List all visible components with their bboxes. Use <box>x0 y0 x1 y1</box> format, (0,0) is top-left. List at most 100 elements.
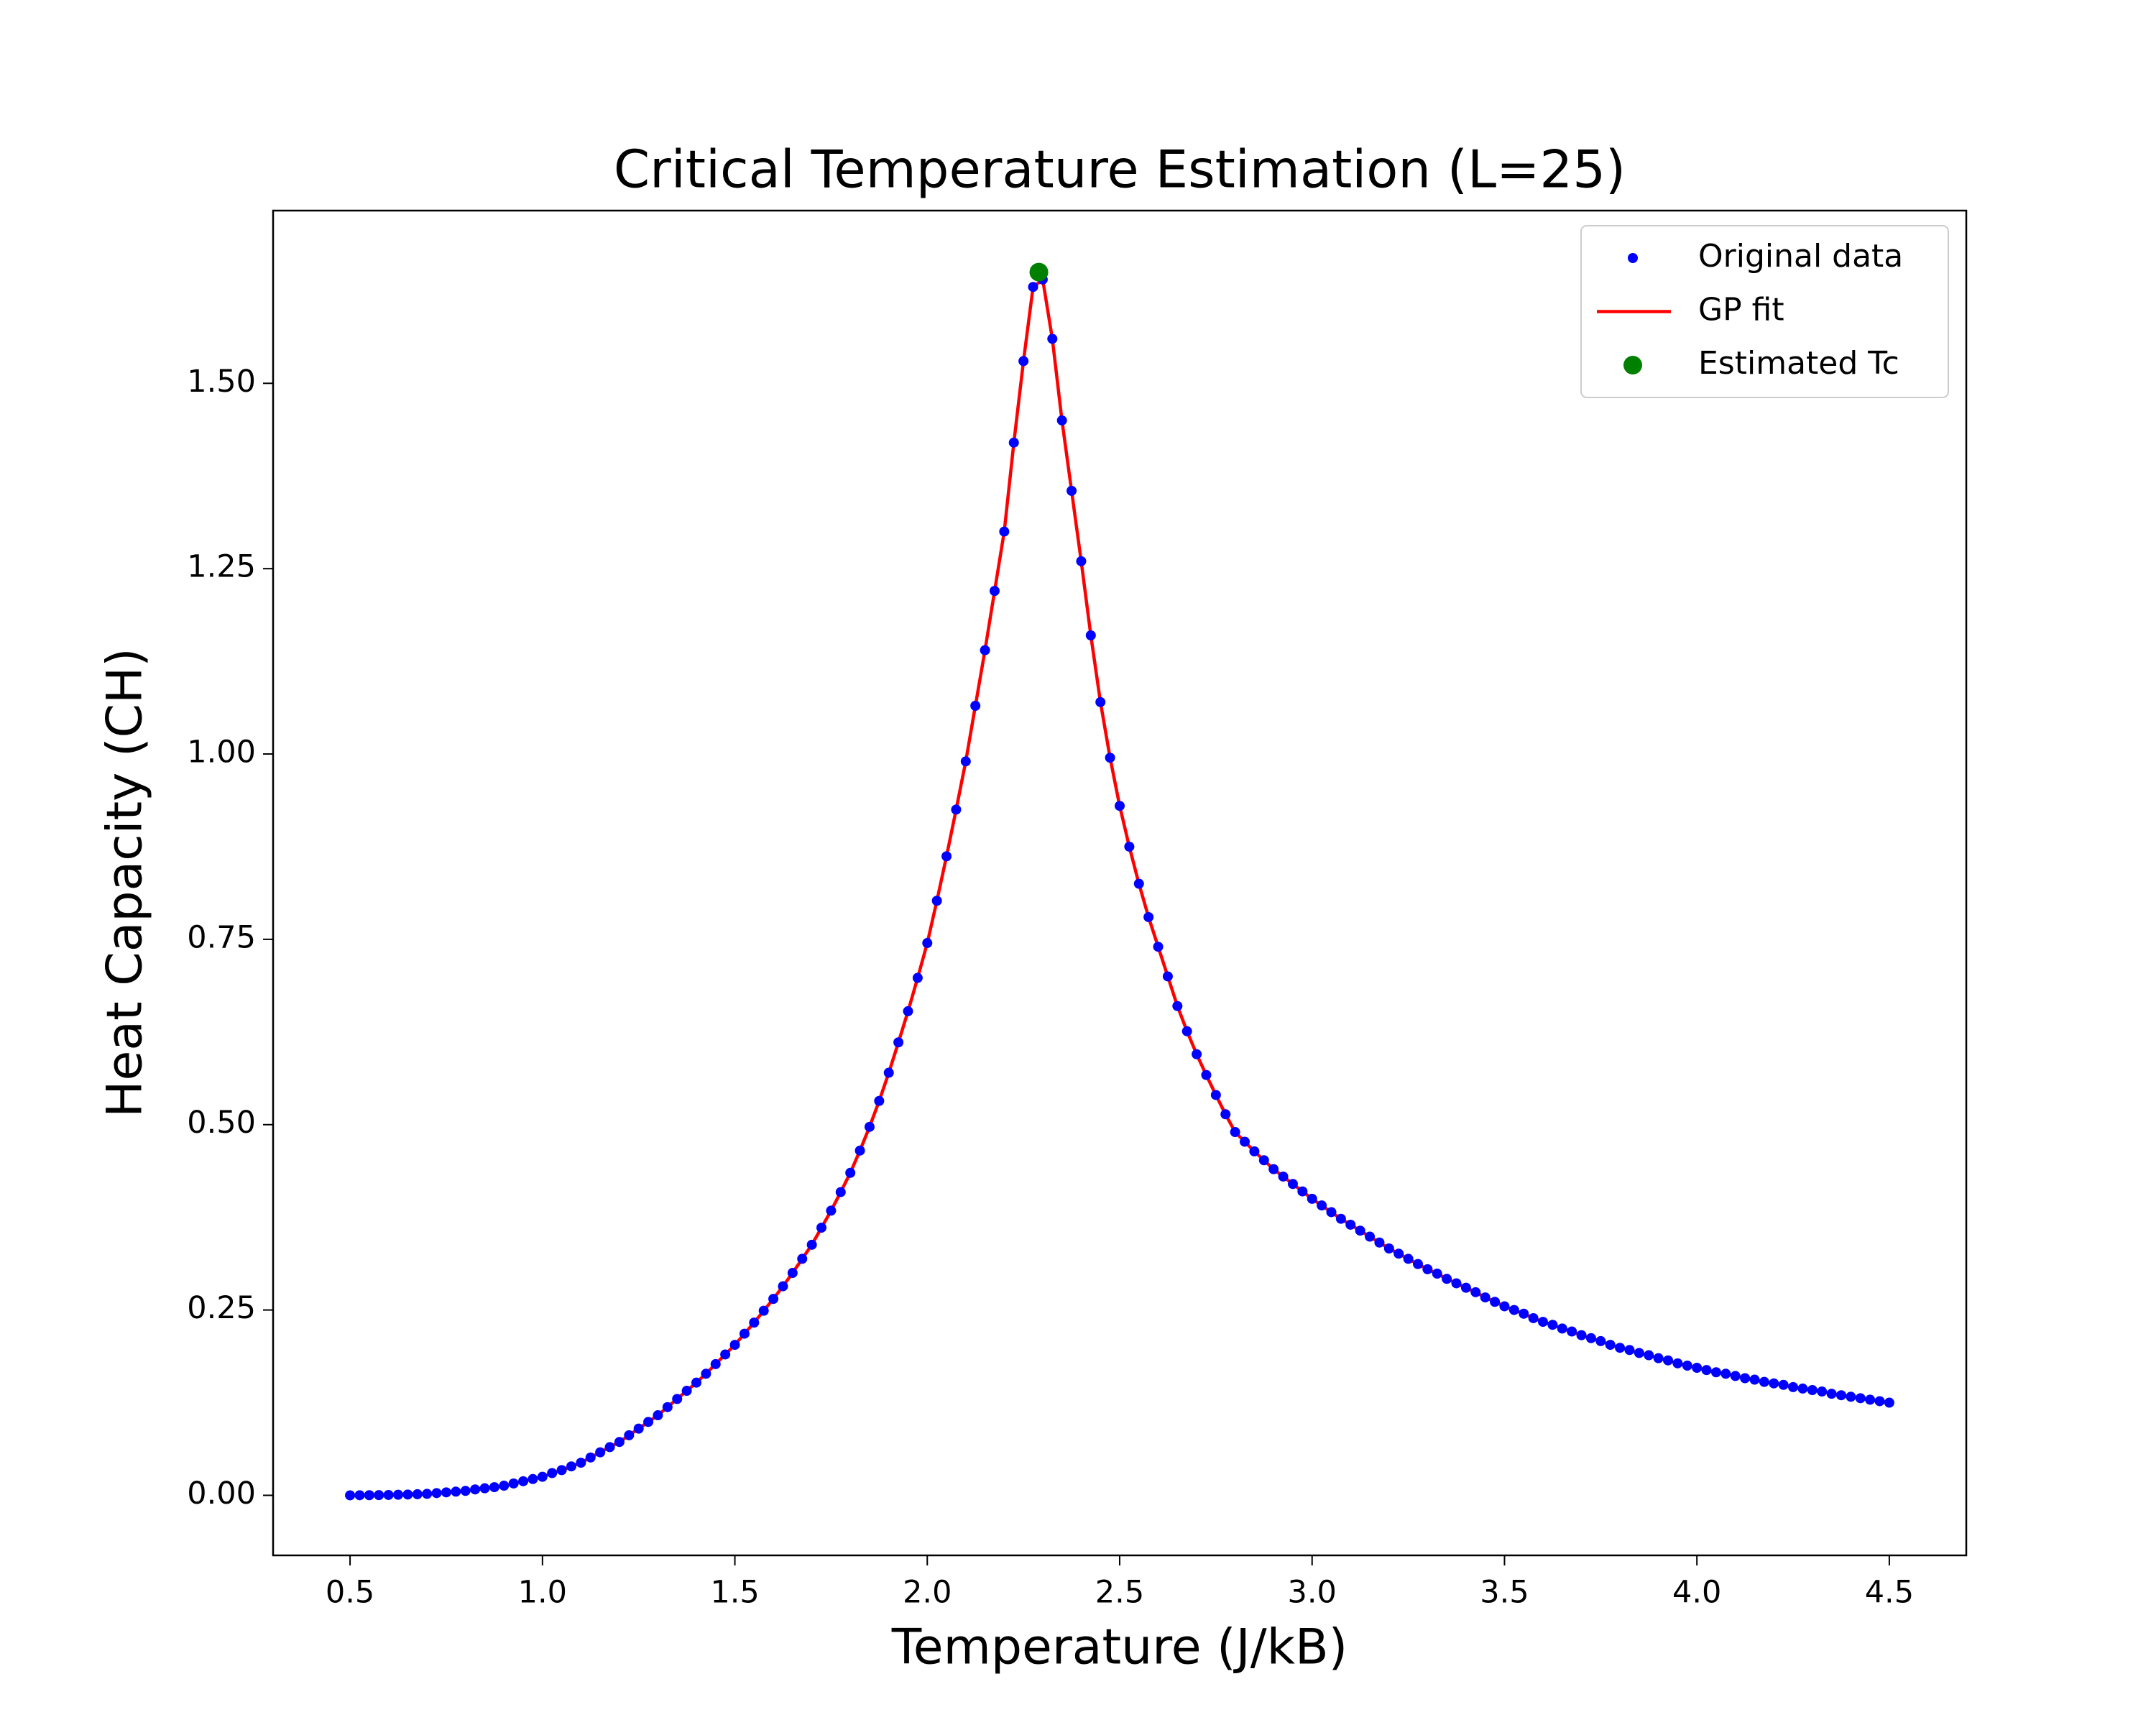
data-point <box>1403 1254 1414 1264</box>
data-point <box>1519 1308 1529 1319</box>
x-tick-label: 4.5 <box>1865 1575 1914 1611</box>
y-tick-label: 1.25 <box>187 549 256 585</box>
data-point <box>903 1006 913 1016</box>
data-point <box>1576 1330 1587 1340</box>
data-point <box>1720 1368 1731 1379</box>
y-tick-label: 0.75 <box>187 919 256 955</box>
data-point <box>1115 801 1125 811</box>
data-point <box>383 1489 394 1500</box>
data-point <box>499 1481 510 1491</box>
data-point <box>1807 1384 1818 1395</box>
data-point <box>1672 1358 1683 1368</box>
data-point <box>518 1476 529 1486</box>
data-point <box>1442 1274 1452 1284</box>
data-point <box>1740 1373 1751 1384</box>
data-point <box>729 1340 740 1351</box>
x-tick-label: 1.5 <box>710 1575 759 1611</box>
data-point <box>1605 1340 1616 1351</box>
data-point <box>1508 1305 1519 1315</box>
data-point <box>1133 878 1144 889</box>
data-point <box>1383 1243 1394 1254</box>
data-point <box>489 1482 499 1493</box>
data-point <box>1835 1390 1846 1401</box>
data-point <box>1317 1200 1327 1211</box>
data-point <box>1412 1259 1423 1269</box>
data-point <box>451 1486 461 1497</box>
data-point <box>1653 1353 1664 1363</box>
data-point <box>749 1317 760 1328</box>
data-point <box>1220 1109 1231 1120</box>
data-point <box>816 1223 827 1233</box>
data-point <box>1528 1312 1539 1323</box>
data-point <box>1067 485 1077 496</box>
data-point <box>1499 1301 1510 1312</box>
data-point <box>1210 1090 1221 1100</box>
data-point <box>624 1430 635 1440</box>
data-point <box>479 1483 490 1494</box>
data-point <box>1460 1282 1471 1293</box>
data-point <box>739 1328 750 1339</box>
data-point <box>595 1447 606 1458</box>
data-point <box>604 1442 615 1453</box>
data-point <box>1585 1333 1596 1343</box>
data-point <box>1345 1219 1356 1230</box>
data-point <box>710 1358 721 1369</box>
x-tick-label: 4.0 <box>1672 1575 1721 1611</box>
data-point <box>1335 1213 1346 1224</box>
data-point <box>614 1437 625 1448</box>
data-point <box>854 1145 865 1156</box>
data-point <box>1884 1397 1894 1408</box>
data-point <box>1076 556 1087 566</box>
data-point <box>701 1368 711 1379</box>
data-point <box>1095 696 1106 707</box>
data-point <box>980 645 990 656</box>
data-point <box>402 1489 413 1500</box>
y-tick-label: 0.00 <box>187 1476 256 1512</box>
x-tick-label: 3.0 <box>1288 1575 1337 1611</box>
data-point <box>1268 1164 1279 1174</box>
data-point <box>1730 1371 1741 1381</box>
data-point <box>422 1489 433 1499</box>
legend-box <box>1580 225 1949 398</box>
data-point <box>1008 437 1019 448</box>
data-point <box>922 938 933 949</box>
data-point <box>864 1121 875 1132</box>
data-point <box>547 1468 558 1478</box>
legend-swatch <box>1623 356 1642 374</box>
data-point <box>951 804 962 815</box>
y-tick-label: 0.25 <box>187 1290 256 1326</box>
y-axis-label: Heat Capacity (CH) <box>97 648 154 1117</box>
y-tick-label: 0.50 <box>187 1105 256 1141</box>
data-point <box>1326 1207 1337 1218</box>
data-point <box>787 1268 798 1279</box>
x-tick-label: 3.5 <box>1480 1575 1529 1611</box>
legend-label: Estimated Tc <box>1698 345 1899 382</box>
data-point <box>662 1402 673 1412</box>
data-point <box>989 586 1000 597</box>
data-point <box>768 1294 779 1305</box>
data-point <box>960 756 971 767</box>
data-point <box>1682 1360 1692 1371</box>
data-point <box>1365 1231 1376 1242</box>
data-point <box>1287 1179 1298 1190</box>
data-point <box>1846 1392 1856 1402</box>
data-point <box>1230 1127 1240 1138</box>
chart-title: Critical Temperature Estimation (L=25) <box>614 139 1626 200</box>
data-point <box>1663 1355 1674 1366</box>
data-point <box>941 851 952 862</box>
data-point <box>681 1386 692 1397</box>
data-point <box>585 1452 596 1463</box>
plot-frame <box>272 209 1968 1557</box>
data-point <box>354 1490 365 1501</box>
data-point <box>999 526 1010 537</box>
data-point <box>1085 630 1096 641</box>
data-point <box>556 1465 567 1476</box>
data-point <box>1258 1155 1269 1166</box>
data-point <box>970 700 981 711</box>
data-point <box>1162 971 1173 982</box>
data-point <box>691 1377 701 1388</box>
data-point <box>1181 1026 1192 1036</box>
data-point <box>566 1461 576 1472</box>
data-point <box>1480 1292 1491 1303</box>
data-point <box>1047 334 1058 344</box>
